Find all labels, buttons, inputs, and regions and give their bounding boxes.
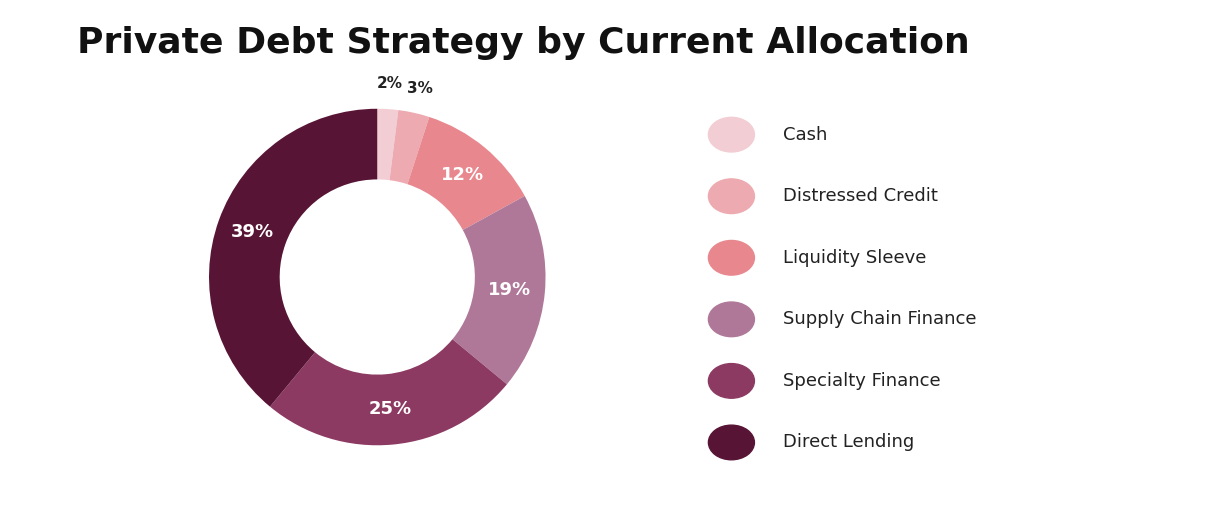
Circle shape [708,425,755,460]
Text: Direct Lending: Direct Lending [783,433,914,451]
Text: Liquidity Sleeve: Liquidity Sleeve [783,249,926,267]
Text: 3%: 3% [406,81,432,96]
Text: 12%: 12% [441,166,483,184]
Wedge shape [209,109,377,407]
Text: Private Debt Strategy by Current Allocation: Private Debt Strategy by Current Allocat… [77,26,970,60]
Wedge shape [377,109,398,180]
Circle shape [708,364,755,398]
Circle shape [708,302,755,337]
Text: Distressed Credit: Distressed Credit [783,187,937,205]
Text: Cash: Cash [783,126,826,144]
Text: Specialty Finance: Specialty Finance [783,372,941,390]
Text: 25%: 25% [369,400,411,419]
Wedge shape [389,110,430,184]
Circle shape [708,241,755,275]
Wedge shape [408,117,525,230]
Circle shape [708,117,755,152]
Wedge shape [270,339,507,445]
Text: 19%: 19% [488,281,531,299]
Text: 39%: 39% [231,223,274,241]
Wedge shape [453,196,545,384]
Text: 2%: 2% [376,76,403,91]
Text: Supply Chain Finance: Supply Chain Finance [783,310,976,328]
Circle shape [708,179,755,213]
